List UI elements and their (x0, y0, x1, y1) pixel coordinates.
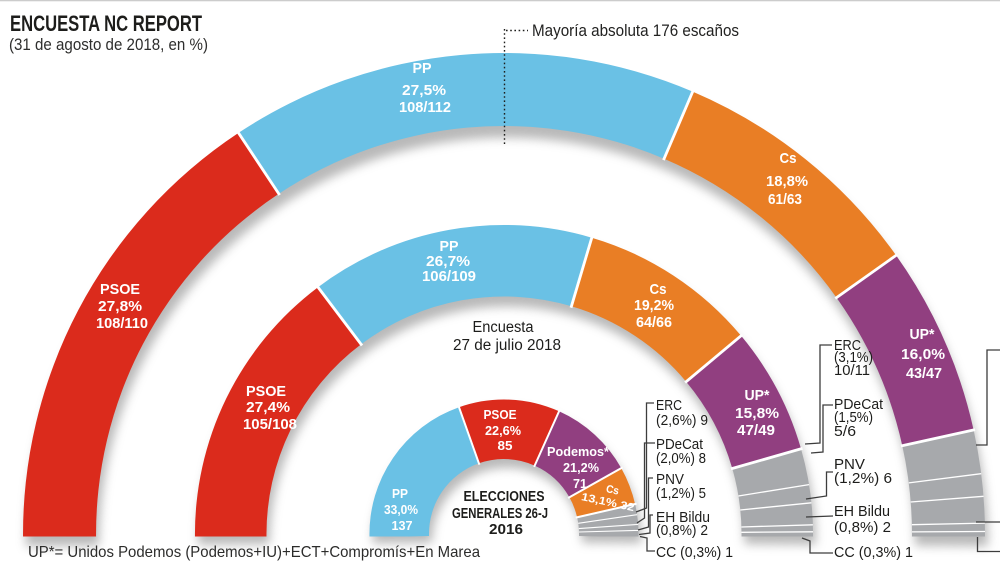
svg-text:(3,1%): (3,1%) (834, 350, 873, 366)
svg-text:85: 85 (498, 439, 513, 453)
svg-text:Cs: Cs (780, 150, 797, 167)
svg-text:27,4%: 27,4% (246, 399, 290, 416)
svg-text:ERC: ERC (834, 338, 861, 354)
svg-text:(1,2%) 6: (1,2%) 6 (834, 471, 892, 487)
svg-text:61/63: 61/63 (768, 191, 802, 208)
svg-text:PP: PP (440, 238, 459, 255)
svg-text:Encuesta: Encuesta (473, 319, 534, 336)
svg-text:PP: PP (392, 487, 408, 501)
svg-text:UP*= Unidos Podemos (Podemos+I: UP*= Unidos Podemos (Podemos+IU)+ECT+Com… (28, 544, 480, 561)
svg-text:(2,0%) 8: (2,0%) 8 (656, 451, 706, 467)
svg-text:ENCUESTA NC REPORT: ENCUESTA NC REPORT (10, 11, 202, 36)
svg-text:PSOE: PSOE (484, 408, 517, 422)
svg-text:33,0%: 33,0% (384, 503, 418, 517)
svg-text:Podemos*: Podemos* (547, 445, 609, 459)
svg-text:PP: PP (413, 60, 432, 77)
svg-text:64/66: 64/66 (636, 314, 672, 331)
svg-text:Mayoría absoluta 176 escaños: Mayoría absoluta 176 escaños (532, 22, 739, 40)
svg-text:2016: 2016 (489, 522, 523, 538)
svg-text:ELECCIONES: ELECCIONES (464, 489, 545, 505)
svg-text:106/109: 106/109 (422, 268, 476, 285)
svg-text:PSOE: PSOE (100, 281, 140, 298)
svg-text:ERC: ERC (656, 398, 682, 414)
svg-text:Cs: Cs (605, 483, 620, 497)
svg-text:GENERALES 26-J: GENERALES 26-J (452, 506, 548, 522)
svg-text:16,0%: 16,0% (901, 346, 945, 363)
svg-text:(1,5%): (1,5%) (834, 410, 873, 426)
svg-text:PNV: PNV (834, 457, 865, 473)
svg-text:27 de julio 2018: 27 de julio 2018 (453, 337, 561, 354)
svg-text:26,7%: 26,7% (426, 253, 470, 270)
svg-text:10/11: 10/11 (834, 363, 870, 379)
svg-text:108/110: 108/110 (96, 315, 148, 332)
svg-text:43/47: 43/47 (906, 365, 942, 382)
svg-text:CC (0,3%) 1: CC (0,3%) 1 (656, 545, 733, 561)
svg-text:(0,8%) 2: (0,8%) 2 (656, 523, 708, 539)
svg-text:137: 137 (392, 519, 413, 533)
svg-text:27,5%: 27,5% (402, 82, 446, 99)
svg-text:PNV: PNV (656, 472, 684, 488)
svg-text:PDeCat: PDeCat (834, 397, 883, 413)
svg-text:(0,8%) 2: (0,8%) 2 (834, 520, 891, 536)
svg-text:27,8%: 27,8% (98, 298, 142, 315)
svg-text:CC (0,3%) 1: CC (0,3%) 1 (834, 545, 913, 561)
svg-text:15,8%: 15,8% (735, 405, 779, 422)
svg-text:(31 de agosto de 2018, en %): (31 de agosto de 2018, en %) (9, 36, 208, 54)
svg-text:21,2%: 21,2% (563, 461, 599, 475)
svg-text:EH Bildu: EH Bildu (656, 510, 710, 526)
svg-text:5/6: 5/6 (834, 424, 856, 440)
svg-text:UP*: UP* (910, 326, 935, 343)
svg-text:18,8%: 18,8% (766, 173, 808, 190)
svg-text:47/49: 47/49 (737, 422, 775, 439)
svg-text:PDeCat: PDeCat (656, 437, 703, 453)
svg-text:PSOE: PSOE (246, 383, 286, 400)
svg-text:UP*: UP* (745, 387, 770, 404)
svg-text:71: 71 (573, 477, 587, 491)
svg-text:EH Bildu: EH Bildu (834, 504, 890, 520)
svg-text:19,2%: 19,2% (634, 297, 674, 314)
svg-text:Cs: Cs (650, 281, 667, 298)
svg-text:(1,2%) 5: (1,2%) 5 (656, 486, 706, 502)
svg-text:108/112: 108/112 (399, 99, 451, 116)
svg-text:(2,6%) 9: (2,6%) 9 (656, 413, 708, 429)
svg-text:22,6%: 22,6% (485, 424, 521, 438)
svg-text:105/108: 105/108 (243, 416, 297, 433)
